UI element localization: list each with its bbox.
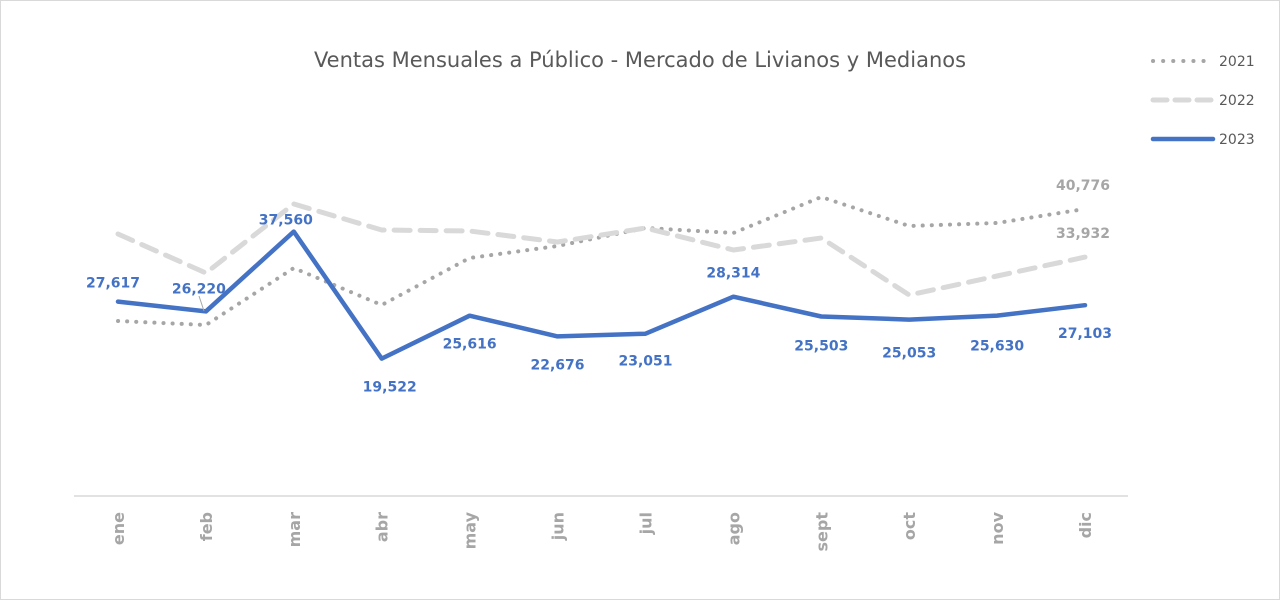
- data-label-2023: 28,314: [706, 266, 760, 282]
- data-label-2022: 33,932: [1056, 226, 1110, 242]
- data-label-2023: 23,051: [618, 354, 672, 370]
- x-tick-label: sept: [812, 512, 831, 552]
- data-label-2023: 25,630: [970, 339, 1024, 355]
- chart-title: Ventas Mensuales a Público - Mercado de …: [314, 48, 966, 72]
- series-line-2021: [116, 195, 1087, 327]
- x-tick-label: oct: [900, 512, 919, 540]
- data-label-2021: 40,776: [1056, 178, 1110, 194]
- data-label-2023: 27,103: [1058, 326, 1112, 342]
- data-label-2023: 27,617: [86, 276, 140, 292]
- data-label-2023: 37,560: [259, 213, 313, 229]
- series-line-2023: [115, 229, 1088, 361]
- x-tick-label: may: [461, 511, 480, 549]
- data-label-2023: 25,616: [443, 337, 497, 353]
- x-tick-label: ago: [724, 512, 743, 545]
- x-tick-label: mar: [285, 512, 304, 547]
- legend-label: 2021: [1219, 54, 1255, 70]
- data-label-2023: 25,053: [882, 346, 936, 362]
- data-label-2023: 25,503: [794, 339, 848, 355]
- legend-label: 2022: [1219, 93, 1255, 109]
- series-layer: [115, 195, 1088, 361]
- legend: 2021 2022 2023: [1150, 54, 1255, 148]
- x-tick-label: feb: [197, 512, 216, 541]
- x-tick-label: ene: [109, 512, 128, 545]
- series-line-2022: [115, 201, 1088, 298]
- leader-line: [198, 295, 205, 312]
- x-tick-label: jul: [636, 512, 655, 535]
- data-label-2023: 26,220: [172, 281, 226, 297]
- data-label-2023: 22,676: [530, 357, 584, 373]
- x-axis-ticks: ene feb mar abr may jun jul ago sept oct nov dic: [109, 511, 1095, 551]
- legend-label: 2023: [1219, 132, 1255, 148]
- x-tick-label: jun: [549, 512, 568, 541]
- x-tick-label: nov: [988, 511, 1007, 544]
- data-labels: 40,776 33,932 27,617 26,220 37,560 19,522 25,6…: [86, 178, 1112, 396]
- x-tick-label: abr: [373, 512, 392, 542]
- x-tick-label: dic: [1076, 512, 1095, 538]
- data-label-2023: 19,522: [363, 380, 417, 396]
